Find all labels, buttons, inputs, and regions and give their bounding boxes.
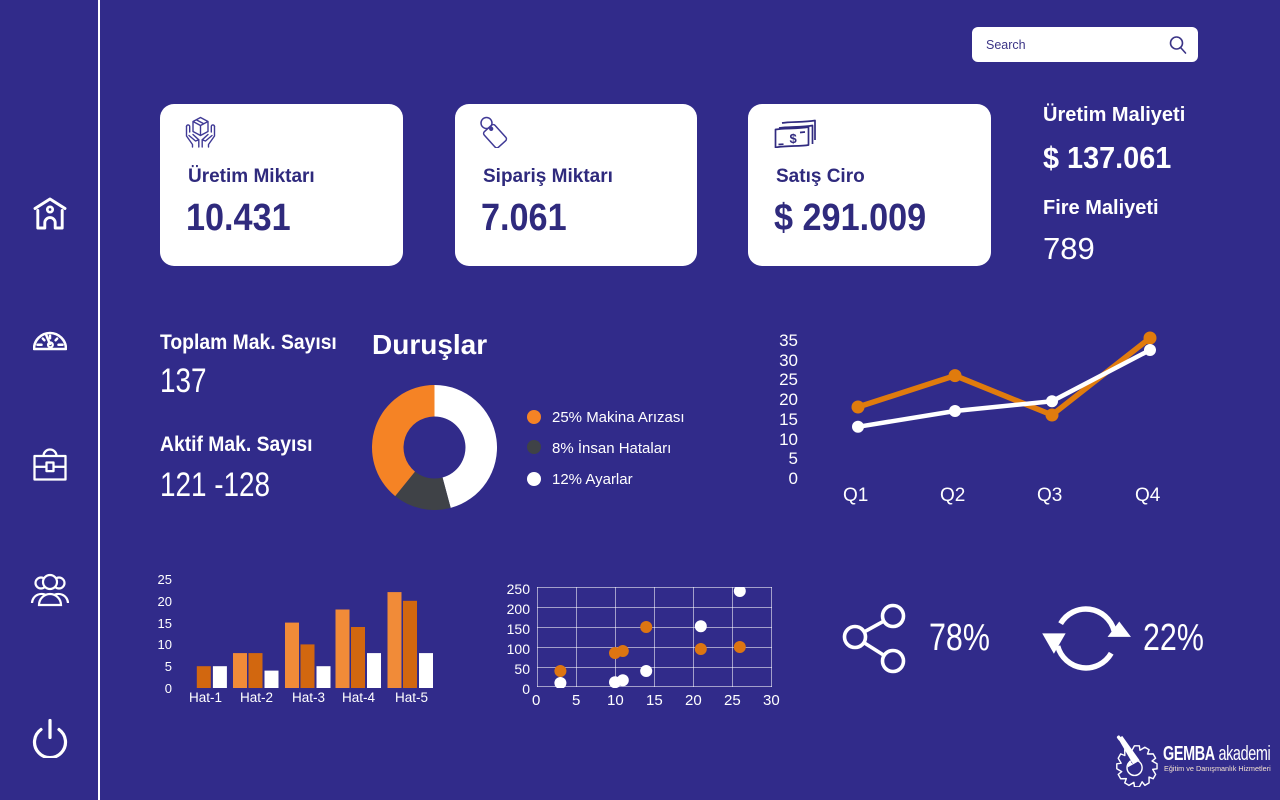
svg-text:$: $ <box>790 131 798 146</box>
